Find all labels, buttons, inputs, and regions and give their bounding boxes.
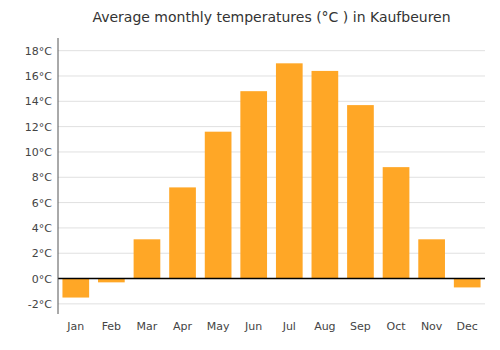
bars [62,63,480,297]
y-tick-label: 14°C [25,95,52,108]
bar [240,91,267,278]
bar [454,279,481,288]
grid-line [58,303,485,304]
bar [347,105,374,278]
grid-line [58,227,485,228]
y-tick-label: 2°C [32,247,52,260]
grid-line [58,177,485,178]
grid-line [58,75,485,76]
y-tick-label: 0°C [32,273,52,286]
grid-line [58,202,485,203]
chart-container: Average monthly temperatures (°C ) in Ka… [0,0,500,350]
bar [169,187,196,278]
chart-svg: Average monthly temperatures (°C ) in Ka… [0,0,500,350]
x-tick-label: Sep [350,320,371,333]
grid-line [58,50,485,51]
x-tick-label: Feb [102,320,121,333]
y-tick-label: 12°C [25,121,52,134]
bar [276,63,303,278]
bar [418,239,445,278]
y-tick-label: 6°C [32,197,52,210]
bar [205,132,232,279]
x-tick-label: May [207,320,230,333]
x-tick-label: Dec [457,320,478,333]
bar [383,167,410,278]
x-tick-label: Jan [66,320,84,333]
bar [62,279,89,298]
y-tick-label: 8°C [32,171,52,184]
y-tick-label: 10°C [25,146,52,159]
bar [312,71,339,279]
x-tick-label: Apr [173,320,193,333]
x-tick-label: Jul [282,320,296,333]
grid-line [58,101,485,102]
grid-line [58,278,485,279]
x-tick-label: Mar [137,320,158,333]
x-tick-label: Jun [244,320,262,333]
y-tick-label: 4°C [32,222,52,235]
x-tick-label: Aug [314,320,335,333]
y-tick-label: 18°C [25,45,52,58]
grid-line [58,126,485,127]
y-tick-label: 16°C [25,70,52,83]
x-tick-label: Nov [421,320,443,333]
y-axis-line [58,38,59,314]
bar [134,239,161,278]
grid-line [58,151,485,152]
x-tick-label: Oct [387,320,407,333]
title: Average monthly temperatures (°C ) in Ka… [92,9,450,25]
y-tick-label: -2°C [28,298,52,311]
grid [58,51,485,304]
baseline [58,278,485,280]
